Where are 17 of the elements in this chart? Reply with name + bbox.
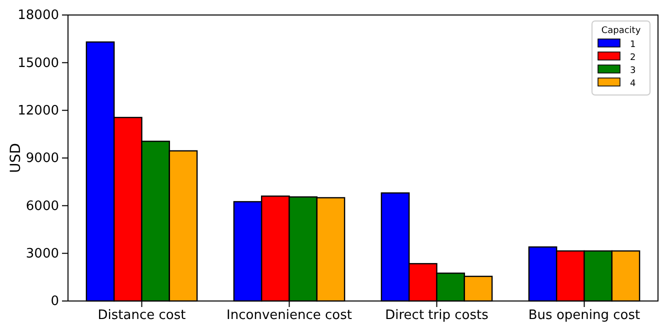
legend-label: 2	[630, 53, 636, 63]
x-tick-label: Inconvenience cost	[226, 308, 352, 324]
legend-label: 1	[630, 40, 636, 50]
legend-title: Capacity	[601, 26, 642, 36]
y-tick-label: 0	[50, 294, 59, 310]
y-tick-label: 12000	[18, 103, 59, 118]
y-tick-label: 3000	[26, 246, 59, 262]
y-tick-label: 15000	[18, 56, 59, 71]
legend-label: 4	[630, 79, 636, 89]
y-tick-label: 9000	[26, 151, 59, 166]
x-tick-label: Bus opening cost	[528, 308, 640, 324]
legend-label: 3	[630, 66, 636, 76]
y-tick-label: 18000	[18, 8, 59, 24]
x-tick-label: Direct trip costs	[385, 308, 489, 324]
x-tick-label: Distance cost	[98, 308, 186, 324]
y-tick-label: 6000	[26, 198, 59, 214]
y-axis-title: USD	[8, 143, 24, 173]
